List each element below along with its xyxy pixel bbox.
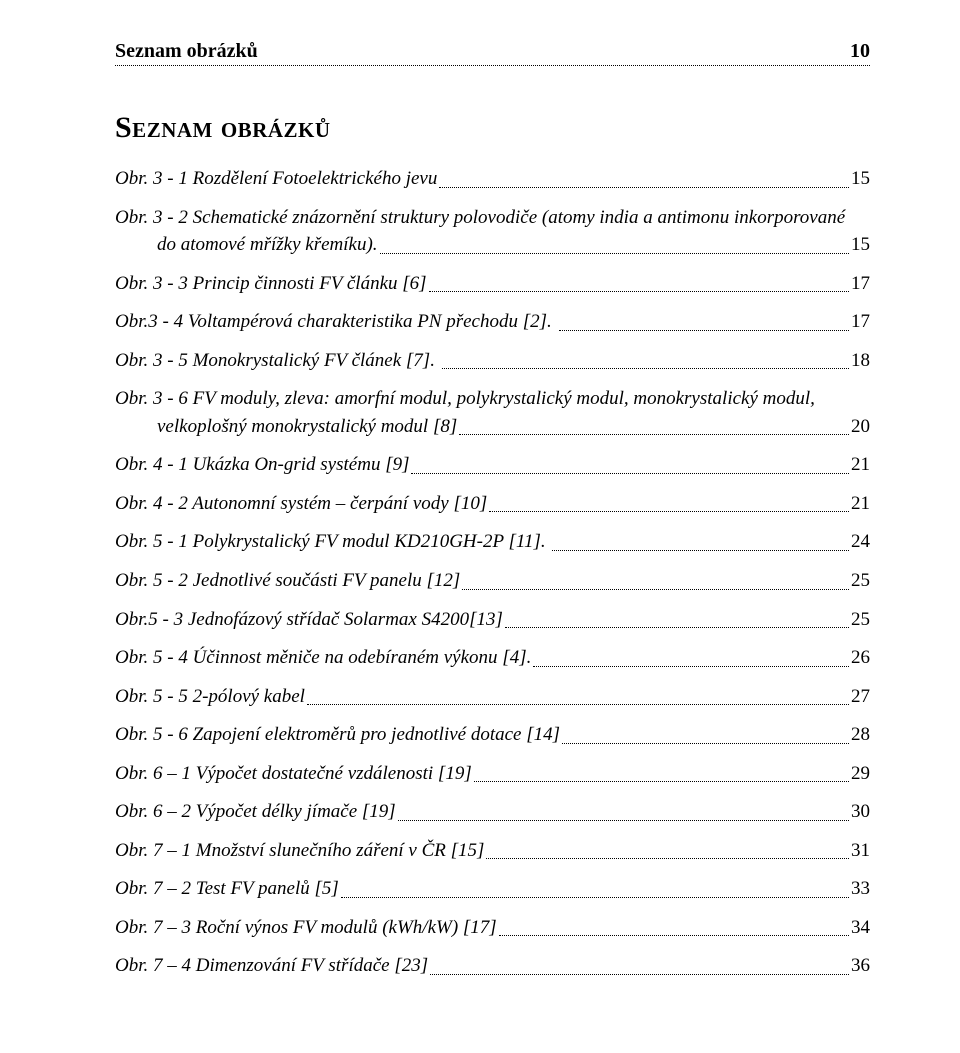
toc-leader: [474, 764, 849, 782]
toc-entry-page: 31: [851, 837, 870, 865]
toc-entry-label: Obr.5 - 3 Jednofázový střídač Solarmax S…: [115, 606, 503, 634]
toc-entry-page: 15: [851, 165, 870, 193]
toc-entry-label: Obr. 4 - 1 Ukázka On-grid systému [9]: [115, 451, 409, 479]
running-header: Seznam obrázků 10: [115, 40, 870, 66]
toc-entry: Obr. 5 - 4 Účinnost měniče na odebíraném…: [115, 644, 870, 672]
toc-entry-label: Obr. 5 - 5 2-pólový kabel: [115, 683, 305, 711]
toc-entry: Obr. 5 - 2 Jednotlivé součásti FV panelu…: [115, 567, 870, 595]
toc-entry-label: Obr.3 - 4 Voltampérová charakteristika P…: [115, 308, 557, 336]
toc-entry: Obr. 7 – 2 Test FV panelů [5] 33: [115, 875, 870, 903]
toc-entry: Obr. 7 – 3 Roční výnos FV modulů (kWh/kW…: [115, 914, 870, 942]
toc-entry-label: Obr. 5 - 6 Zapojení elektroměrů pro jedn…: [115, 721, 560, 749]
toc-entry: Obr. 6 – 1 Výpočet dostatečné vzdálenost…: [115, 760, 870, 788]
toc-entry: Obr. 5 - 6 Zapojení elektroměrů pro jedn…: [115, 721, 870, 749]
toc-entry-label: Obr. 3 - 1 Rozdělení Fotoelektrického je…: [115, 165, 437, 193]
toc-entry-page: 34: [851, 914, 870, 942]
toc-leader: [380, 236, 849, 254]
toc-entry-label: do atomové mřížky křemíku).: [157, 231, 378, 259]
toc-entry-label: Obr. 7 – 2 Test FV panelů [5]: [115, 875, 339, 903]
toc-entry-page: 26: [851, 644, 870, 672]
toc-entry-label: Obr. 3 - 2 Schematické znázornění strukt…: [115, 204, 870, 232]
toc-entry-continuation: velkoplošný monokrystalický modul [8] 20: [115, 413, 870, 441]
toc-entry: Obr. 3 - 1 Rozdělení Fotoelektrického je…: [115, 165, 870, 193]
toc-entry-page: 21: [851, 490, 870, 518]
toc-entry: Obr. 3 - 5 Monokrystalický FV článek [7]…: [115, 347, 870, 375]
toc-leader: [499, 918, 849, 936]
toc-entry-page: 15: [851, 231, 870, 259]
toc-leader: [439, 169, 849, 187]
toc-leader: [459, 417, 849, 435]
toc-entry-page: 17: [851, 270, 870, 298]
toc-entry: Obr.3 - 4 Voltampérová charakteristika P…: [115, 308, 870, 336]
toc-leader: [486, 841, 849, 859]
toc-entry-page: 24: [851, 528, 870, 556]
toc-entry-page: 25: [851, 606, 870, 634]
page: Seznam obrázků 10 Seznam obrázků Obr. 3 …: [0, 0, 960, 1053]
toc-entry-label: Obr. 5 - 4 Účinnost měniče na odebíraném…: [115, 644, 531, 672]
toc-entry: Obr. 7 – 4 Dimenzování FV střídače [23] 3…: [115, 952, 870, 980]
toc-leader: [552, 533, 849, 551]
toc-entry: Obr. 3 - 6 FV moduly, zleva: amorfní mod…: [115, 385, 870, 440]
toc-entry: Obr. 5 - 5 2-pólový kabel 27: [115, 683, 870, 711]
toc-entry: Obr.5 - 3 Jednofázový střídač Solarmax S…: [115, 606, 870, 634]
toc-entry-label: Obr. 5 - 2 Jednotlivé součásti FV panelu…: [115, 567, 460, 595]
toc-entry: Obr. 3 - 2 Schematické znázornění strukt…: [115, 204, 870, 259]
toc-entry-label: Obr. 7 – 3 Roční výnos FV modulů (kWh/kW…: [115, 914, 497, 942]
toc-leader: [559, 313, 849, 331]
toc-entry-page: 27: [851, 683, 870, 711]
toc-entry-label: Obr. 7 – 4 Dimenzování FV střídače [23]: [115, 952, 428, 980]
toc-entry-label: Obr. 6 – 1 Výpočet dostatečné vzdálenost…: [115, 760, 472, 788]
toc-entry-page: 18: [851, 347, 870, 375]
toc-entry-page: 29: [851, 760, 870, 788]
toc-entry: Obr. 4 - 1 Ukázka On-grid systému [9] 21: [115, 451, 870, 479]
toc-entry-page: 25: [851, 567, 870, 595]
toc-leader: [562, 726, 849, 744]
toc-leader: [341, 880, 849, 898]
toc-leader: [505, 610, 849, 628]
toc-leader: [430, 957, 849, 975]
running-header-page-number: 10: [850, 40, 870, 63]
toc-leader: [489, 494, 849, 512]
toc-leader: [462, 571, 849, 589]
page-title: Seznam obrázků: [115, 111, 870, 145]
toc-leader: [533, 649, 849, 667]
toc-entry-page: 28: [851, 721, 870, 749]
toc-leader: [411, 456, 849, 474]
toc-entry-label: velkoplošný monokrystalický modul [8]: [157, 413, 457, 441]
toc-entry-page: 21: [851, 451, 870, 479]
toc-entry-label: Obr. 7 – 1 Množství slunečního záření v …: [115, 837, 484, 865]
toc-entry-page: 36: [851, 952, 870, 980]
toc-entry-page: 30: [851, 798, 870, 826]
toc-entry-page: 33: [851, 875, 870, 903]
toc-entry-page: 17: [851, 308, 870, 336]
toc-entry-page: 20: [851, 413, 870, 441]
toc-entry: Obr. 7 – 1 Množství slunečního záření v …: [115, 837, 870, 865]
toc-entry: Obr. 4 - 2 Autonomní systém – čerpání vo…: [115, 490, 870, 518]
toc-entry-label: Obr. 4 - 2 Autonomní systém – čerpání vo…: [115, 490, 487, 518]
toc-entry: Obr. 3 - 3 Princip činnosti FV článku [6…: [115, 270, 870, 298]
toc-leader: [429, 274, 849, 292]
toc-leader: [442, 351, 849, 369]
toc-entry-label: Obr. 5 - 1 Polykrystalický FV modul KD21…: [115, 528, 550, 556]
toc-leader: [307, 687, 849, 705]
toc-entry: Obr. 5 - 1 Polykrystalický FV modul KD21…: [115, 528, 870, 556]
toc-leader: [398, 803, 849, 821]
toc-entry-label: Obr. 6 – 2 Výpočet délky jímače [19]: [115, 798, 396, 826]
toc-entry-label: Obr. 3 - 5 Monokrystalický FV článek [7]…: [115, 347, 440, 375]
toc-entry-label: Obr. 3 - 6 FV moduly, zleva: amorfní mod…: [115, 385, 870, 413]
toc-entry-continuation: do atomové mřížky křemíku). 15: [115, 231, 870, 259]
running-header-title: Seznam obrázků: [115, 40, 258, 63]
toc-entry: Obr. 6 – 2 Výpočet délky jímače [19] 30: [115, 798, 870, 826]
toc-list: Obr. 3 - 1 Rozdělení Fotoelektrického je…: [115, 165, 870, 980]
toc-entry-label: Obr. 3 - 3 Princip činnosti FV článku [6…: [115, 270, 427, 298]
